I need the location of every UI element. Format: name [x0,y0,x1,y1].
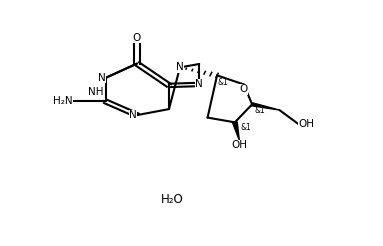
Text: NH: NH [88,87,103,97]
Text: O: O [133,33,141,43]
Text: N: N [195,79,203,90]
Polygon shape [232,122,239,140]
Text: O: O [240,84,248,94]
Text: N: N [129,110,137,120]
Text: N: N [176,62,184,72]
Text: H₂N: H₂N [54,96,73,107]
Text: OH: OH [299,119,315,129]
Text: OH: OH [231,140,247,150]
Text: &1: &1 [254,106,265,115]
Text: H₂O: H₂O [161,194,184,206]
Text: N: N [98,73,106,83]
Text: &1: &1 [218,78,228,87]
Text: &1: &1 [240,123,251,132]
Polygon shape [251,103,280,110]
